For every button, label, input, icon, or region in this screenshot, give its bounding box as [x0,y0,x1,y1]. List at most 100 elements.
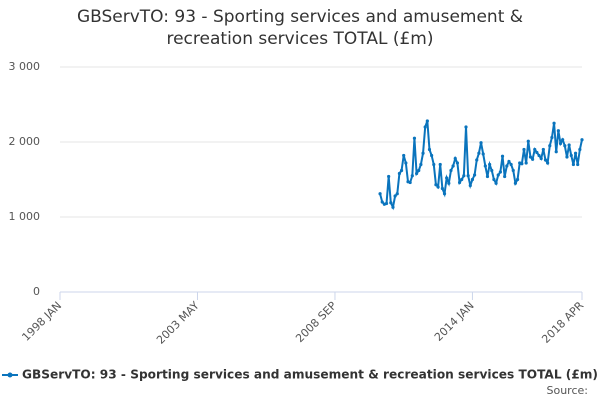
point [455,161,460,165]
point [488,162,492,167]
point [571,162,576,167]
point [393,194,397,198]
point [485,174,490,179]
point [515,177,520,182]
point [524,161,528,165]
point [432,162,436,167]
chart-title: GBServTO: 93 - Sporting services and amu… [76,7,524,49]
point [412,136,417,140]
point [434,183,438,187]
point [380,200,384,204]
x-tick-label: 1998 JAN [19,299,64,344]
point [470,177,475,182]
point [558,141,563,146]
point [526,139,530,143]
point [494,181,498,185]
x-tick-label: 2003 MAY [154,299,202,347]
point [440,186,444,191]
point [419,162,423,167]
point [391,205,395,209]
point [457,180,462,185]
point [378,192,382,196]
point [453,156,457,161]
point [556,129,560,133]
point [414,171,419,176]
point [541,147,545,152]
point [530,157,535,161]
point [479,141,483,145]
point [535,150,539,155]
x-tick-label: 2008 SEP [293,299,339,345]
point [561,138,565,142]
point [397,171,402,176]
point [552,121,556,125]
point [389,201,393,205]
point [509,162,513,167]
point [404,161,408,165]
point [576,162,580,167]
point [436,185,440,189]
x-tick-label: 2014 JAN [432,299,477,344]
point [466,174,470,178]
point [496,173,500,177]
point [460,177,464,182]
point [481,152,485,156]
point [425,119,429,123]
point [462,174,466,178]
point [451,164,455,168]
point [449,168,453,173]
point [537,153,541,158]
point [445,176,449,180]
point [442,192,447,196]
point [438,162,442,167]
point [563,144,567,148]
point [539,156,543,161]
point [498,170,502,174]
point [500,154,505,158]
point [580,138,584,142]
point [472,173,477,177]
point [550,135,554,140]
point [573,151,578,155]
series-line [379,120,583,211]
point [565,155,569,159]
point [421,151,425,155]
point [402,153,406,158]
point [543,158,548,162]
point [468,183,472,188]
point [505,164,509,168]
point [520,162,524,166]
point [513,181,518,185]
point [477,151,481,155]
point [423,125,427,129]
point [567,143,571,147]
point [447,181,451,185]
source-label: Source: [547,384,589,397]
point [569,153,573,158]
point [578,147,582,152]
point [548,144,552,148]
x-tick-label: 2018 APR [539,299,586,346]
y-tick-label: 2 000 [9,135,41,148]
point [427,147,432,152]
point [483,164,487,168]
y-tick-label: 3 000 [9,60,41,73]
point [511,168,515,173]
point [507,159,511,164]
point [410,174,414,178]
point [399,168,404,173]
point [430,153,434,158]
point [490,168,494,173]
point [492,177,496,182]
y-tick-label: 0 [33,285,40,298]
point [395,192,399,196]
point [546,161,550,165]
point [554,150,558,154]
point [464,125,468,129]
point [503,174,507,179]
point [475,158,479,162]
point [528,155,533,159]
point [408,180,412,185]
